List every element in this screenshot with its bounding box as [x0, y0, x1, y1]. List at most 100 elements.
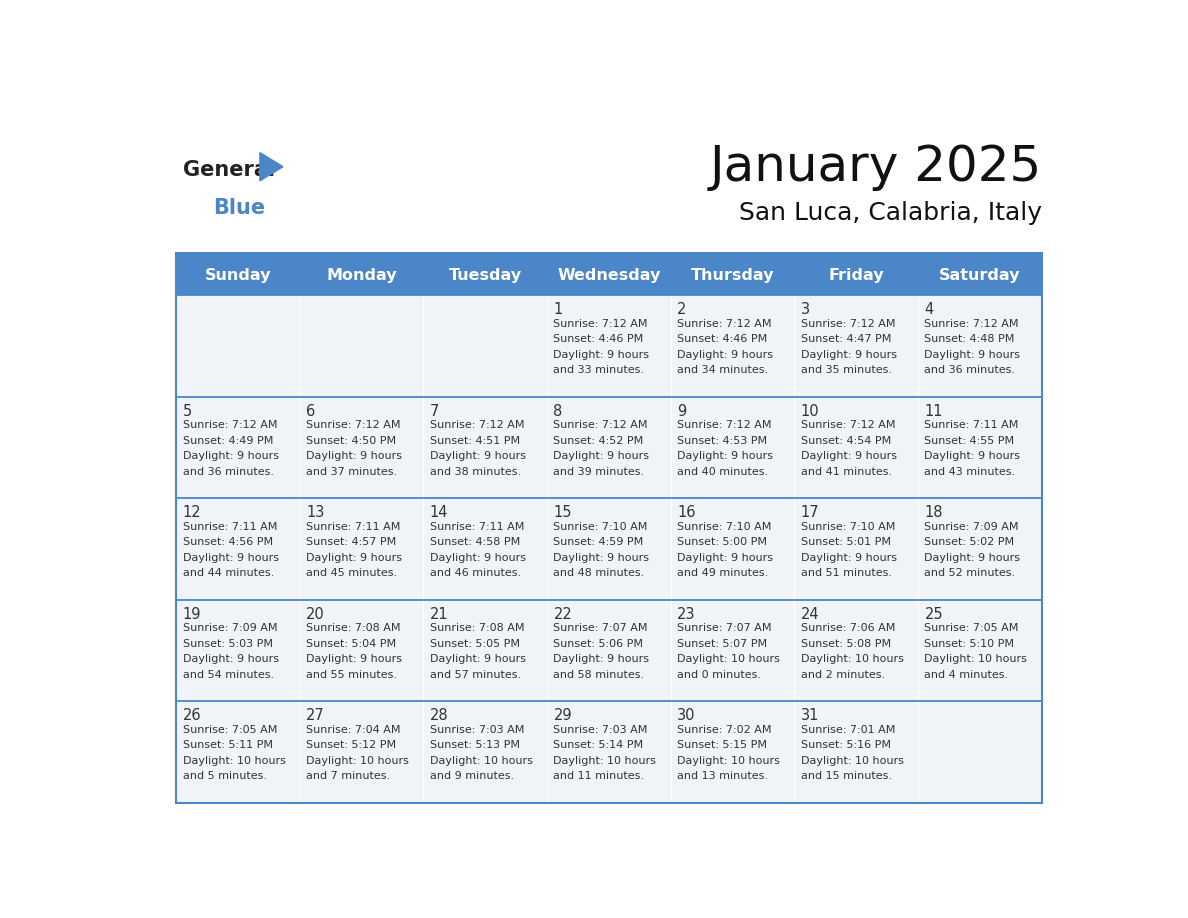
- Text: Sunset: 4:46 PM: Sunset: 4:46 PM: [677, 334, 767, 344]
- FancyBboxPatch shape: [671, 255, 795, 296]
- Text: 24: 24: [801, 607, 820, 621]
- Text: Sunrise: 7:12 AM: Sunrise: 7:12 AM: [677, 420, 772, 431]
- Text: 5: 5: [183, 404, 191, 419]
- Text: Sunrise: 7:12 AM: Sunrise: 7:12 AM: [924, 319, 1019, 329]
- FancyBboxPatch shape: [423, 599, 546, 701]
- Text: Friday: Friday: [828, 268, 884, 283]
- FancyBboxPatch shape: [671, 701, 795, 803]
- Text: Sunset: 5:11 PM: Sunset: 5:11 PM: [183, 740, 272, 750]
- FancyBboxPatch shape: [795, 397, 918, 498]
- Text: Daylight: 10 hours: Daylight: 10 hours: [801, 756, 904, 766]
- FancyBboxPatch shape: [423, 397, 546, 498]
- FancyBboxPatch shape: [546, 498, 671, 599]
- Text: Sunrise: 7:11 AM: Sunrise: 7:11 AM: [183, 521, 277, 532]
- Text: Daylight: 9 hours: Daylight: 9 hours: [677, 350, 773, 360]
- Text: and 52 minutes.: and 52 minutes.: [924, 568, 1016, 578]
- Text: and 36 minutes.: and 36 minutes.: [924, 365, 1016, 375]
- FancyBboxPatch shape: [299, 397, 423, 498]
- FancyBboxPatch shape: [918, 397, 1042, 498]
- Text: 22: 22: [554, 607, 573, 621]
- Text: and 38 minutes.: and 38 minutes.: [430, 467, 522, 476]
- Text: and 40 minutes.: and 40 minutes.: [677, 467, 769, 476]
- FancyBboxPatch shape: [795, 599, 918, 701]
- Text: Sunday: Sunday: [204, 268, 271, 283]
- Text: and 13 minutes.: and 13 minutes.: [677, 771, 769, 781]
- Text: and 57 minutes.: and 57 minutes.: [430, 670, 522, 680]
- Text: Sunrise: 7:11 AM: Sunrise: 7:11 AM: [307, 521, 400, 532]
- Text: and 51 minutes.: and 51 minutes.: [801, 568, 892, 578]
- Text: Sunset: 5:15 PM: Sunset: 5:15 PM: [677, 740, 767, 750]
- FancyBboxPatch shape: [546, 255, 671, 296]
- Text: Sunset: 4:54 PM: Sunset: 4:54 PM: [801, 436, 891, 446]
- Text: and 2 minutes.: and 2 minutes.: [801, 670, 885, 680]
- Text: Daylight: 9 hours: Daylight: 9 hours: [554, 452, 650, 461]
- Text: 25: 25: [924, 607, 943, 621]
- Text: Thursday: Thursday: [690, 268, 775, 283]
- FancyBboxPatch shape: [176, 397, 299, 498]
- Text: Monday: Monday: [327, 268, 397, 283]
- FancyBboxPatch shape: [176, 498, 299, 599]
- Text: Sunrise: 7:03 AM: Sunrise: 7:03 AM: [554, 724, 647, 734]
- Text: Sunset: 4:49 PM: Sunset: 4:49 PM: [183, 436, 273, 446]
- Text: Sunset: 5:03 PM: Sunset: 5:03 PM: [183, 639, 272, 649]
- Text: Daylight: 9 hours: Daylight: 9 hours: [924, 452, 1020, 461]
- FancyBboxPatch shape: [423, 255, 546, 296]
- Text: and 34 minutes.: and 34 minutes.: [677, 365, 769, 375]
- FancyBboxPatch shape: [795, 701, 918, 803]
- Text: Daylight: 9 hours: Daylight: 9 hours: [554, 553, 650, 563]
- Text: Sunrise: 7:05 AM: Sunrise: 7:05 AM: [183, 724, 277, 734]
- FancyBboxPatch shape: [176, 599, 299, 701]
- FancyBboxPatch shape: [423, 498, 546, 599]
- Text: 10: 10: [801, 404, 820, 419]
- Text: 30: 30: [677, 709, 696, 723]
- Text: 23: 23: [677, 607, 696, 621]
- Text: Sunrise: 7:12 AM: Sunrise: 7:12 AM: [307, 420, 400, 431]
- FancyBboxPatch shape: [176, 296, 299, 397]
- FancyBboxPatch shape: [795, 296, 918, 397]
- Text: Daylight: 10 hours: Daylight: 10 hours: [677, 655, 781, 665]
- FancyBboxPatch shape: [176, 701, 299, 803]
- Text: and 45 minutes.: and 45 minutes.: [307, 568, 397, 578]
- Text: Sunset: 4:55 PM: Sunset: 4:55 PM: [924, 436, 1015, 446]
- Text: Daylight: 10 hours: Daylight: 10 hours: [307, 756, 409, 766]
- Text: Sunset: 5:05 PM: Sunset: 5:05 PM: [430, 639, 520, 649]
- FancyBboxPatch shape: [299, 701, 423, 803]
- FancyBboxPatch shape: [546, 599, 671, 701]
- FancyBboxPatch shape: [299, 255, 423, 296]
- Text: Sunrise: 7:01 AM: Sunrise: 7:01 AM: [801, 724, 895, 734]
- FancyBboxPatch shape: [546, 397, 671, 498]
- Text: Sunrise: 7:12 AM: Sunrise: 7:12 AM: [677, 319, 772, 329]
- Text: 2: 2: [677, 302, 687, 318]
- Text: and 15 minutes.: and 15 minutes.: [801, 771, 892, 781]
- Text: Sunrise: 7:10 AM: Sunrise: 7:10 AM: [677, 521, 771, 532]
- Text: 18: 18: [924, 506, 943, 521]
- FancyBboxPatch shape: [671, 498, 795, 599]
- Text: and 41 minutes.: and 41 minutes.: [801, 467, 892, 476]
- Text: 17: 17: [801, 506, 820, 521]
- Text: Daylight: 10 hours: Daylight: 10 hours: [554, 756, 656, 766]
- Text: 29: 29: [554, 709, 573, 723]
- Text: and 33 minutes.: and 33 minutes.: [554, 365, 644, 375]
- Text: Daylight: 9 hours: Daylight: 9 hours: [183, 452, 278, 461]
- Text: Sunset: 4:52 PM: Sunset: 4:52 PM: [554, 436, 644, 446]
- Text: Daylight: 9 hours: Daylight: 9 hours: [307, 553, 403, 563]
- Text: 13: 13: [307, 506, 324, 521]
- Text: Sunset: 4:53 PM: Sunset: 4:53 PM: [677, 436, 767, 446]
- Text: Sunset: 5:16 PM: Sunset: 5:16 PM: [801, 740, 891, 750]
- Text: Daylight: 9 hours: Daylight: 9 hours: [430, 452, 526, 461]
- FancyBboxPatch shape: [546, 296, 671, 397]
- Text: Sunset: 4:47 PM: Sunset: 4:47 PM: [801, 334, 891, 344]
- Text: Daylight: 9 hours: Daylight: 9 hours: [801, 553, 897, 563]
- Text: Sunrise: 7:05 AM: Sunrise: 7:05 AM: [924, 623, 1019, 633]
- Text: Sunrise: 7:11 AM: Sunrise: 7:11 AM: [430, 521, 524, 532]
- Text: 14: 14: [430, 506, 448, 521]
- Text: Daylight: 10 hours: Daylight: 10 hours: [183, 756, 285, 766]
- Text: Sunrise: 7:11 AM: Sunrise: 7:11 AM: [924, 420, 1019, 431]
- Text: and 9 minutes.: and 9 minutes.: [430, 771, 514, 781]
- Text: Sunset: 5:10 PM: Sunset: 5:10 PM: [924, 639, 1015, 649]
- FancyBboxPatch shape: [918, 599, 1042, 701]
- Text: Daylight: 9 hours: Daylight: 9 hours: [554, 655, 650, 665]
- Text: Sunset: 4:59 PM: Sunset: 4:59 PM: [554, 537, 644, 547]
- Text: Sunrise: 7:08 AM: Sunrise: 7:08 AM: [430, 623, 524, 633]
- Text: Sunset: 4:58 PM: Sunset: 4:58 PM: [430, 537, 520, 547]
